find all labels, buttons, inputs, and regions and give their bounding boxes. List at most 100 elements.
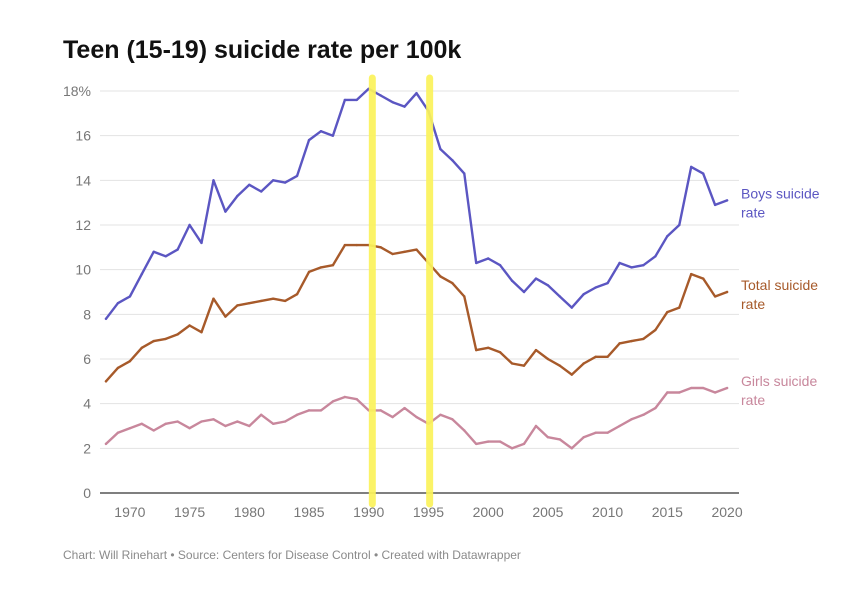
data-point bbox=[594, 431, 597, 434]
data-point bbox=[558, 438, 562, 441]
series-label: rate bbox=[741, 296, 765, 312]
data-point bbox=[200, 241, 203, 245]
data-point bbox=[152, 339, 155, 343]
data-point bbox=[606, 355, 609, 358]
data-point bbox=[546, 357, 550, 361]
data-point bbox=[439, 413, 442, 417]
data-point bbox=[236, 420, 239, 423]
data-point bbox=[439, 275, 442, 278]
data-point bbox=[546, 435, 550, 439]
series-label: rate bbox=[741, 204, 765, 220]
data-point bbox=[522, 364, 526, 367]
data-point bbox=[271, 179, 275, 182]
data-point bbox=[606, 281, 609, 285]
data-point bbox=[104, 317, 108, 320]
data-point bbox=[594, 286, 597, 289]
data-point bbox=[475, 261, 478, 265]
x-tick-label: 2020 bbox=[711, 504, 742, 520]
data-point bbox=[343, 243, 347, 247]
x-tick-label: 2015 bbox=[652, 504, 683, 520]
data-point bbox=[116, 301, 120, 305]
data-point bbox=[725, 290, 729, 294]
data-point bbox=[379, 246, 382, 249]
data-point bbox=[224, 424, 227, 428]
data-point bbox=[283, 299, 287, 303]
data-point bbox=[463, 295, 466, 298]
data-point bbox=[725, 386, 729, 390]
data-point bbox=[713, 203, 717, 207]
y-tick-label: 0 bbox=[83, 485, 91, 501]
boys-suicide-rate-line bbox=[104, 87, 729, 320]
data-point bbox=[558, 364, 562, 367]
data-point bbox=[713, 391, 717, 394]
data-point bbox=[379, 94, 382, 97]
data-point bbox=[630, 266, 633, 269]
data-point bbox=[331, 134, 335, 137]
data-point bbox=[343, 395, 347, 399]
data-point bbox=[415, 248, 418, 251]
total-suicide-rate-line bbox=[104, 243, 729, 383]
data-point bbox=[606, 431, 609, 434]
data-point bbox=[486, 440, 490, 443]
data-point bbox=[463, 172, 466, 175]
data-point bbox=[618, 424, 621, 428]
data-point bbox=[331, 264, 335, 267]
data-point bbox=[690, 386, 693, 390]
data-point bbox=[570, 447, 573, 450]
data-point bbox=[594, 355, 597, 358]
data-point bbox=[188, 324, 191, 327]
data-point bbox=[176, 248, 179, 251]
x-tick-label: 1975 bbox=[174, 504, 205, 520]
data-point bbox=[295, 174, 299, 178]
data-point bbox=[271, 422, 275, 425]
x-tick-label: 1990 bbox=[353, 504, 384, 520]
data-point bbox=[307, 270, 311, 274]
y-tick-label: 14 bbox=[75, 172, 91, 188]
data-point bbox=[475, 348, 478, 352]
data-point bbox=[224, 315, 227, 318]
data-point bbox=[630, 339, 633, 343]
data-point bbox=[379, 409, 382, 412]
data-point bbox=[283, 181, 287, 184]
chart-source-note: Chart: Will Rinehart • Source: Centers f… bbox=[63, 548, 521, 562]
data-point bbox=[654, 406, 657, 410]
data-point bbox=[283, 420, 287, 423]
data-point bbox=[498, 440, 502, 443]
data-point bbox=[403, 105, 406, 108]
data-point bbox=[164, 337, 167, 341]
y-tick-label: 2 bbox=[83, 440, 91, 456]
data-point bbox=[355, 398, 358, 401]
data-point bbox=[260, 413, 263, 417]
highlight-bars bbox=[368, 74, 434, 508]
data-point bbox=[355, 243, 358, 247]
data-point bbox=[690, 165, 693, 169]
data-point bbox=[128, 360, 132, 363]
data-point bbox=[701, 277, 705, 280]
data-point bbox=[271, 297, 275, 300]
data-point bbox=[212, 297, 215, 300]
data-point bbox=[678, 223, 681, 227]
series-labels: Boys suicide rate Total suicide rate Girls s… bbox=[741, 185, 820, 408]
series-label: rate bbox=[741, 392, 765, 408]
data-point bbox=[463, 429, 466, 432]
data-point bbox=[522, 442, 526, 446]
data-point bbox=[307, 409, 311, 412]
x-tick-label: 2010 bbox=[592, 504, 623, 520]
data-point bbox=[343, 98, 347, 102]
y-axis-tick-labels: 0 2 4 6 8 10 12 14 16 18% bbox=[63, 83, 91, 501]
data-point bbox=[140, 346, 144, 350]
data-point bbox=[260, 190, 263, 193]
data-point bbox=[451, 159, 454, 162]
data-point bbox=[176, 333, 179, 336]
data-point bbox=[415, 92, 418, 95]
data-point bbox=[486, 257, 490, 260]
data-point bbox=[475, 442, 478, 446]
data-point bbox=[391, 252, 394, 256]
data-point bbox=[666, 310, 669, 314]
series-label: Girls suicide bbox=[741, 373, 817, 389]
y-tick-label: 8 bbox=[83, 306, 91, 322]
data-point bbox=[116, 431, 120, 434]
y-tick-label: 12 bbox=[75, 217, 91, 233]
data-point bbox=[630, 418, 633, 421]
chart-title: Teen (15-19) suicide rate per 100k bbox=[63, 36, 461, 64]
